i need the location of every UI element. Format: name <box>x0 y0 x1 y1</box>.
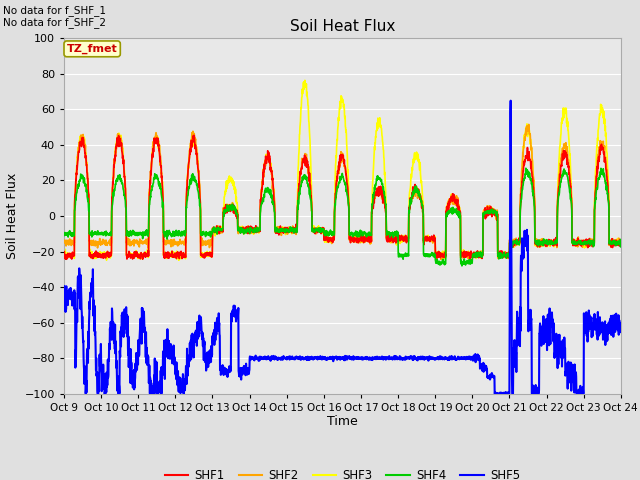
Text: TZ_fmet: TZ_fmet <box>67 44 118 54</box>
Text: No data for f_SHF_1
No data for f_SHF_2: No data for f_SHF_1 No data for f_SHF_2 <box>3 5 106 28</box>
Y-axis label: Soil Heat Flux: Soil Heat Flux <box>6 173 19 259</box>
Legend: SHF1, SHF2, SHF3, SHF4, SHF5: SHF1, SHF2, SHF3, SHF4, SHF5 <box>160 465 525 480</box>
Title: Soil Heat Flux: Soil Heat Flux <box>290 20 395 35</box>
X-axis label: Time: Time <box>327 415 358 429</box>
